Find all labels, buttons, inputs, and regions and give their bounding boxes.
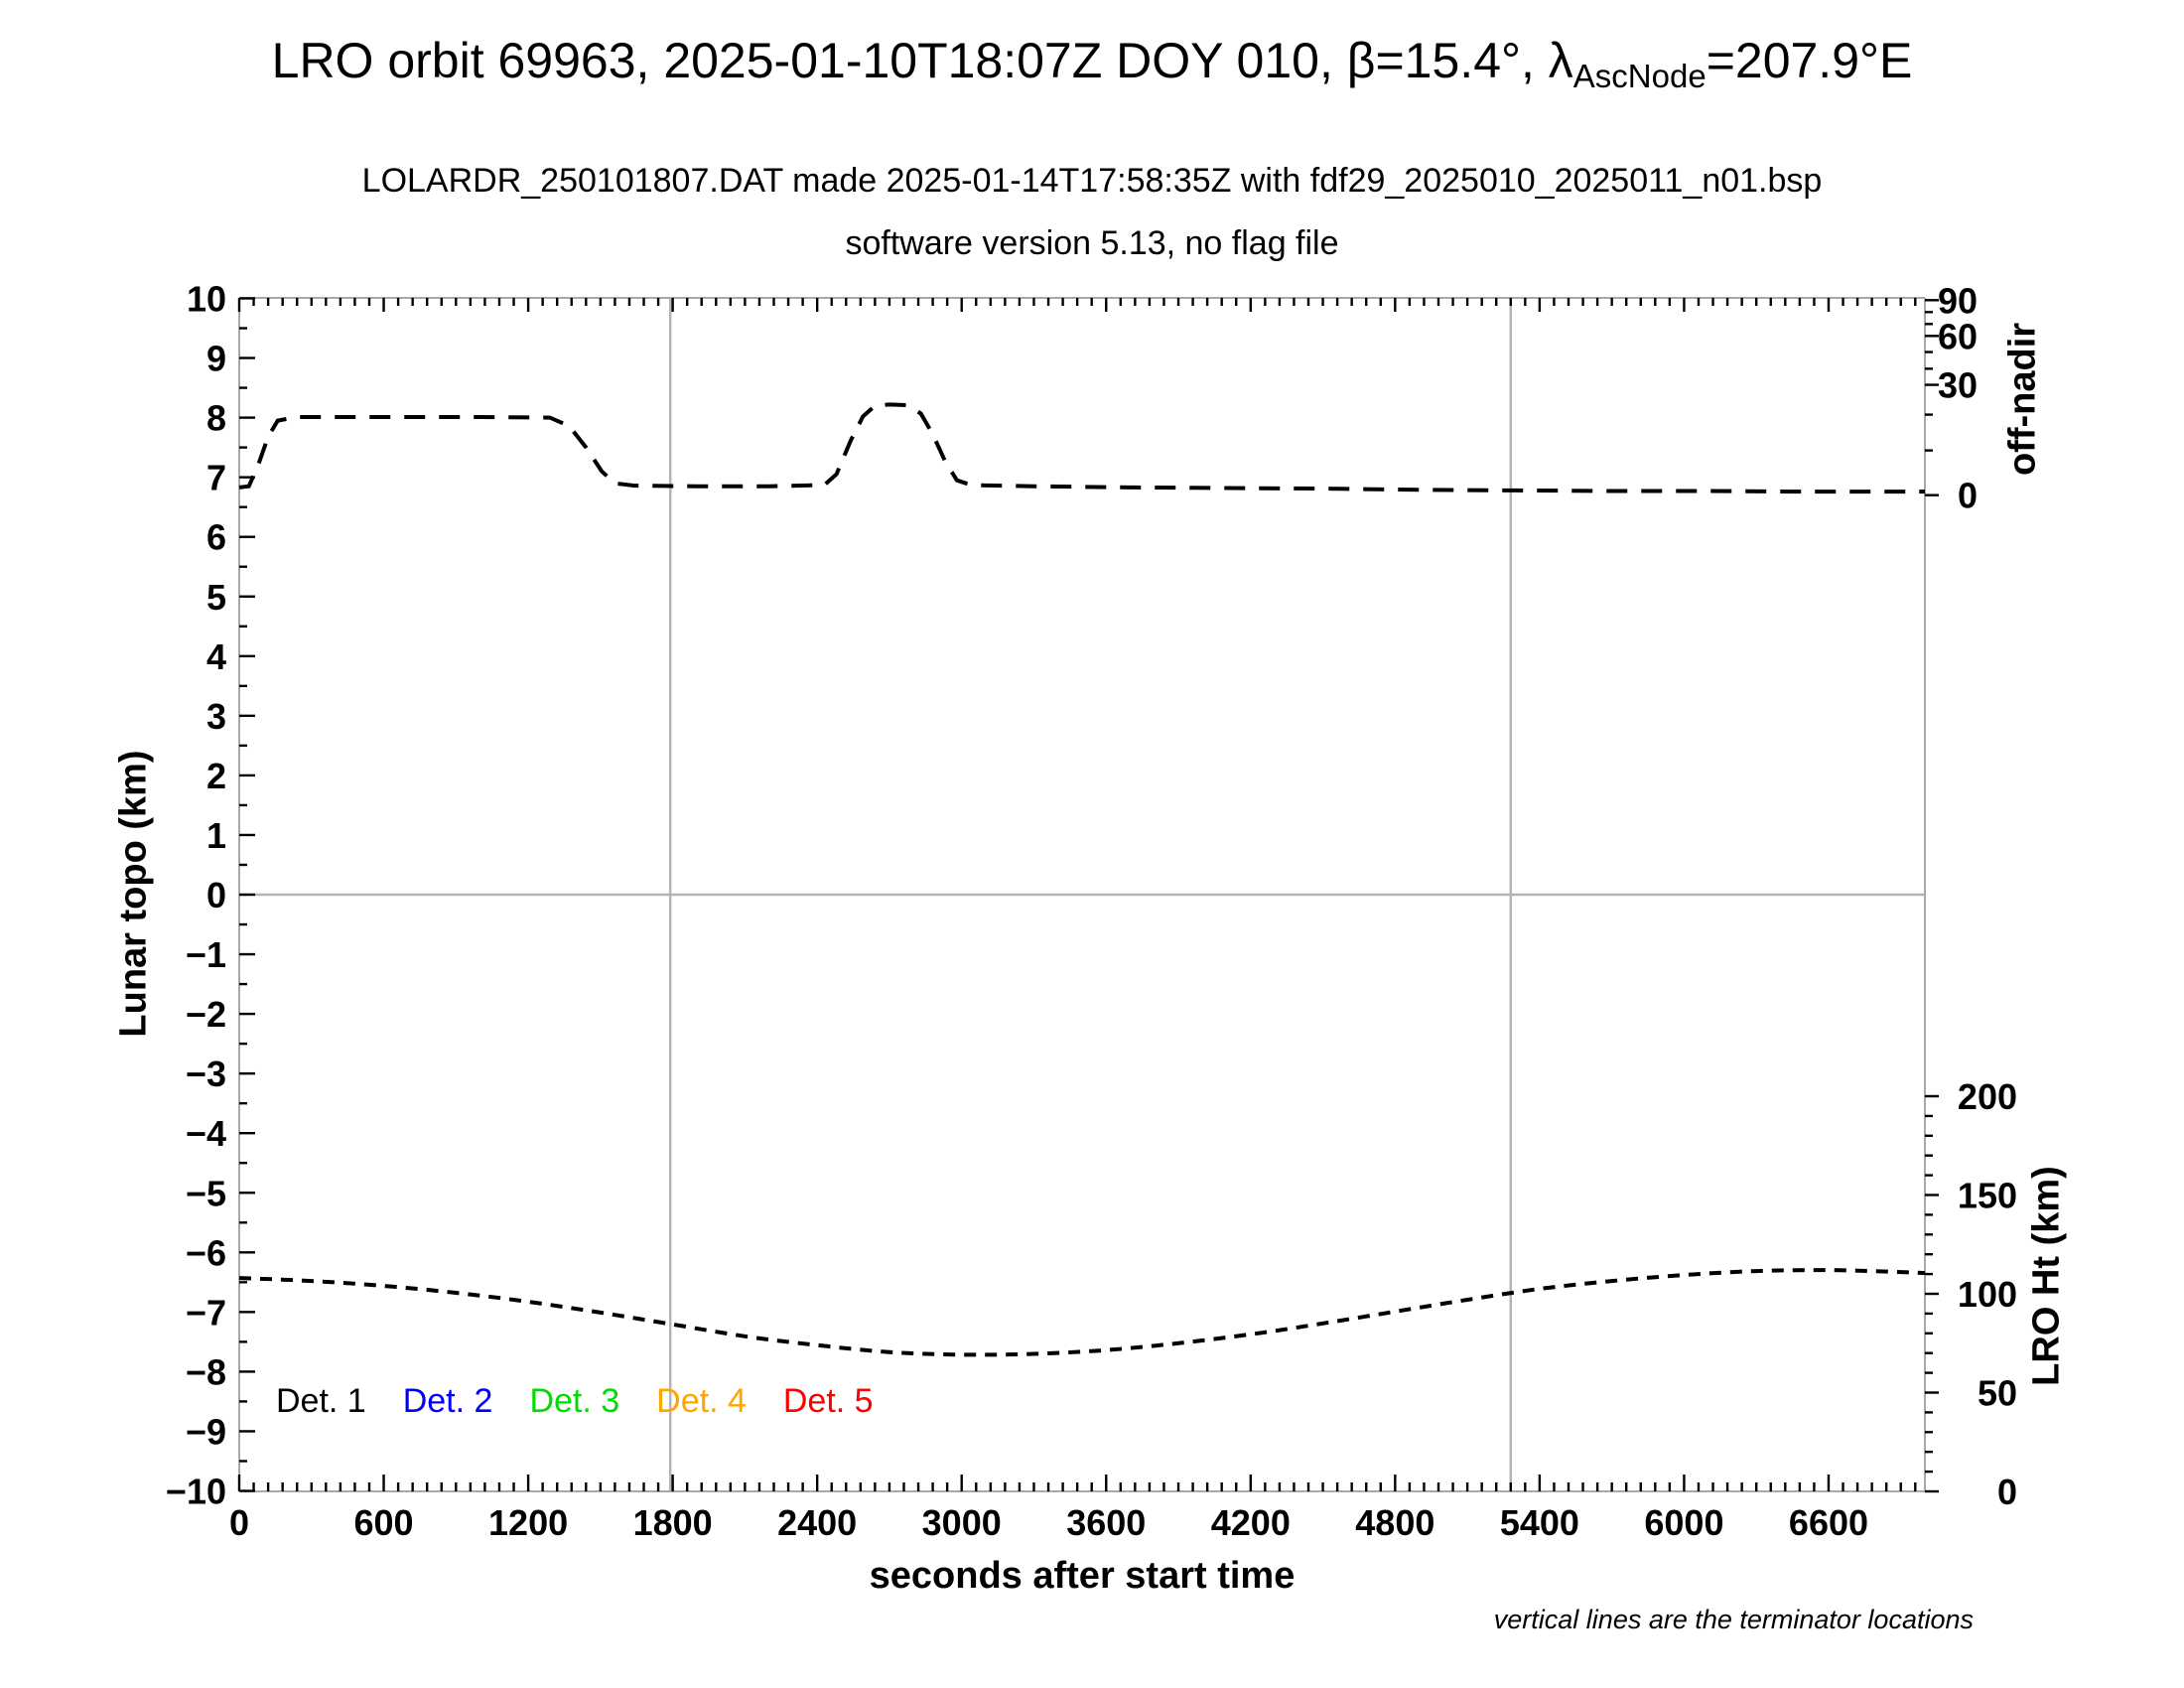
x-tick-label: 600 — [354, 1502, 414, 1543]
y-left-tick-label: −1 — [186, 934, 226, 975]
y-left-tick-label: 7 — [206, 458, 226, 498]
y-axis-label-lro-ht: LRO Ht (km) — [2025, 1166, 2068, 1386]
y-left-tick-label: 3 — [206, 696, 226, 737]
x-tick-label: 3000 — [922, 1502, 1002, 1543]
lro-ht-tick-label: 150 — [1958, 1176, 2017, 1216]
legend-det-2: Det. 2 — [402, 1382, 493, 1420]
x-tick-label: 0 — [229, 1502, 249, 1543]
y-left-tick-label: −9 — [186, 1411, 226, 1452]
y-left-tick-label: −5 — [186, 1173, 226, 1213]
x-tick-label: 6600 — [1789, 1502, 1868, 1543]
title-text: LRO orbit 69963, 2025-01-10T18:07Z DOY 0… — [271, 33, 1573, 88]
offnadir-tick-label: 90 — [1938, 280, 1978, 321]
y-left-tick-label: −8 — [186, 1351, 226, 1392]
page-title: LRO orbit 69963, 2025-01-10T18:07Z DOY 0… — [0, 32, 2184, 95]
y-left-tick-label: −4 — [186, 1113, 226, 1154]
title-suffix: =207.9°E — [1706, 33, 1913, 88]
legend-det-1: Det. 1 — [276, 1382, 366, 1420]
x-tick-label: 3600 — [1066, 1502, 1146, 1543]
y-left-tick-label: −3 — [186, 1054, 226, 1094]
y-left-tick-label: 0 — [206, 875, 226, 915]
x-tick-label: 4800 — [1355, 1502, 1434, 1543]
title-subscript: AscNode — [1572, 58, 1706, 94]
offnadir-tick-label: 60 — [1938, 316, 1978, 356]
offnadir-tick-label: 30 — [1938, 365, 1978, 406]
y-left-tick-label: −10 — [166, 1472, 226, 1512]
detector-legend: Det. 1 Det. 2 Det. 3 Det. 4 Det. 5 — [276, 1382, 874, 1421]
y-left-tick-label: −2 — [186, 994, 226, 1035]
x-axis-label: seconds after start time — [869, 1555, 1296, 1597]
y-left-tick-label: 6 — [206, 517, 226, 558]
legend-det-5: Det. 5 — [782, 1382, 874, 1420]
lro-ht-tick-label: 50 — [1978, 1373, 2017, 1414]
legend-det-3: Det. 3 — [529, 1382, 620, 1420]
x-tick-label: 1800 — [633, 1502, 713, 1543]
offnadir-tick-label: 0 — [1958, 476, 1978, 516]
lro-ht-tick-label: 100 — [1958, 1274, 2017, 1315]
y-left-tick-label: 4 — [206, 636, 226, 677]
offnadir-curve — [238, 402, 1925, 494]
y-left-tick-label: 10 — [187, 279, 226, 320]
subtitle-filename: LOLARDR_250101807.DAT made 2025-01-14T17… — [361, 162, 1823, 200]
legend-det-4: Det. 4 — [656, 1382, 747, 1420]
y-axis-label-offnadir: off-nadir — [2001, 322, 2044, 477]
subtitle-version: software version 5.13, no flag file — [845, 224, 1339, 262]
y-left-tick-label: 2 — [206, 756, 226, 796]
y-axis-label-left: Lunar topo (km) — [112, 750, 155, 1038]
lro-height-curve — [238, 1268, 1926, 1357]
x-tick-label: 4200 — [1211, 1502, 1291, 1543]
x-tick-label: 5400 — [1500, 1502, 1579, 1543]
lro-ht-tick-label: 0 — [1997, 1472, 2017, 1512]
y-left-tick-label: −7 — [186, 1292, 226, 1333]
y-left-tick-label: 8 — [206, 398, 226, 439]
y-left-tick-label: 9 — [206, 339, 226, 379]
y-left-tick-label: 5 — [206, 577, 226, 618]
y-left-tick-label: −6 — [186, 1232, 226, 1273]
x-tick-label: 1200 — [488, 1502, 568, 1543]
x-tick-label: 2400 — [777, 1502, 857, 1543]
lro-ht-tick-label: 200 — [1958, 1076, 2017, 1117]
y-left-tick-label: 1 — [206, 815, 226, 856]
x-tick-label: 6000 — [1644, 1502, 1723, 1543]
terminator-note: vertical lines are the terminator locati… — [1493, 1605, 1974, 1634]
